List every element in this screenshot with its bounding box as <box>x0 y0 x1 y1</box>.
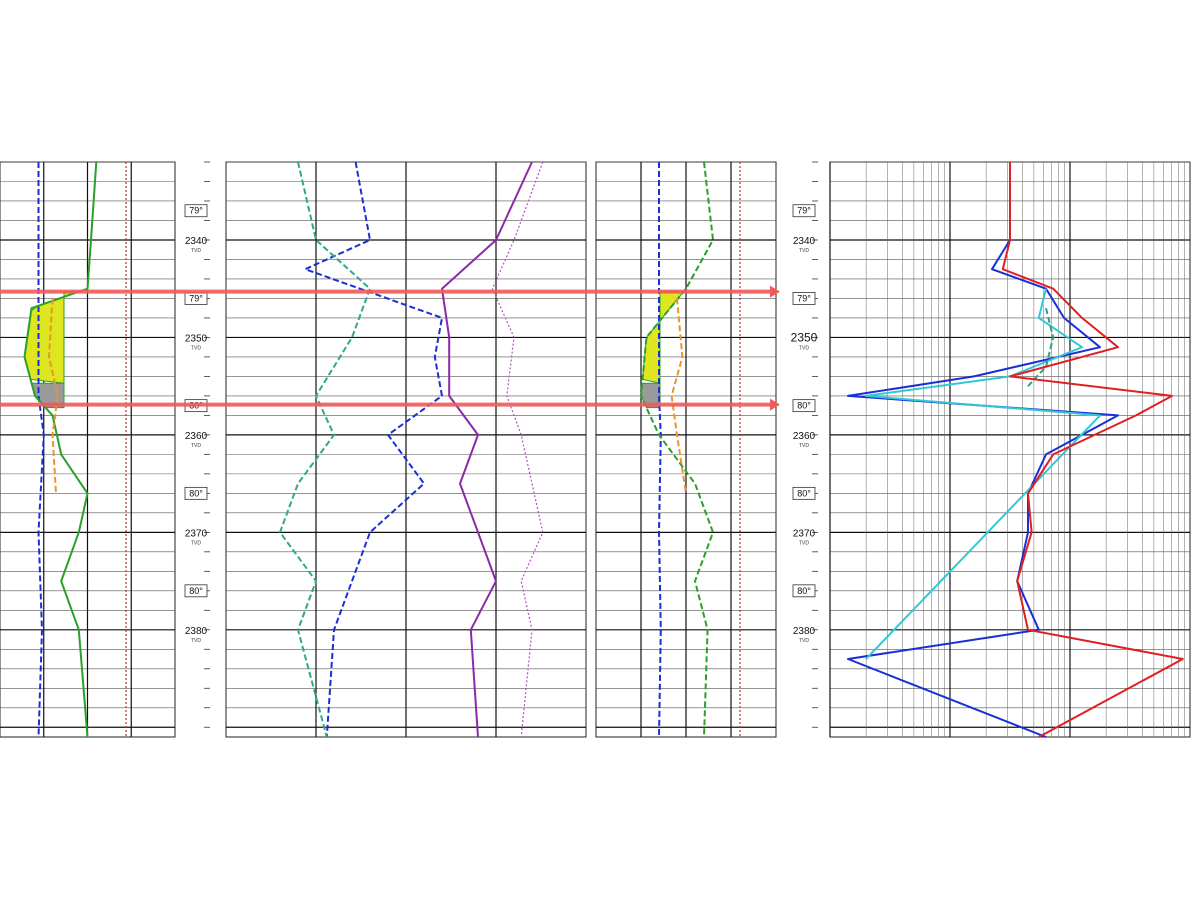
inclination-label: 80° <box>797 586 811 596</box>
track4-curve-3 <box>1027 307 1055 387</box>
track1-curve-1 <box>37 162 45 738</box>
zone-top-arrowhead <box>770 285 780 298</box>
inclination-box <box>792 399 816 413</box>
track2-curve-1 <box>304 161 443 738</box>
inclination-label: 79° <box>189 293 203 303</box>
track-frame <box>829 161 1191 738</box>
track2-curve-2 <box>279 161 371 738</box>
depth-unit-label: TVD <box>191 540 201 546</box>
inclination-label: 80° <box>797 401 811 411</box>
depth-label: 2340 <box>185 236 208 247</box>
depth-unit-label: TVD <box>799 443 809 449</box>
depth-label: 2370 <box>793 528 816 539</box>
track-grids <box>0 161 1191 738</box>
depth-unit-label: TVD <box>191 345 201 351</box>
inclination-label: 80° <box>797 488 811 498</box>
inclination-box <box>792 204 816 218</box>
depth-unit-label: TVD <box>191 248 201 254</box>
inclination-label: 80° <box>189 586 203 596</box>
inclination-label: 80° <box>189 488 203 498</box>
log-curves <box>23 161 1184 738</box>
depth-label: 2350 <box>185 333 208 344</box>
depth-unit-label: TVD <box>191 638 201 644</box>
depth-unit-label: TVD <box>799 345 809 351</box>
depth-unit-label: TVD <box>799 540 809 546</box>
zone-markers <box>0 285 780 411</box>
inclination-box <box>184 584 208 598</box>
depth-columns: 2340TVD2350TVD2360TVD2370TVD2380TVD79°79… <box>184 161 818 728</box>
depth-label: 2340 <box>793 236 816 247</box>
track3-curve-1 <box>658 162 662 738</box>
depth-label: 2370 <box>185 528 208 539</box>
track1-curve-3 <box>48 298 59 494</box>
inclination-box <box>184 204 208 218</box>
depth-label: 2360 <box>185 431 208 442</box>
depth-label: 2350 <box>791 330 818 344</box>
inclination-box <box>184 486 208 500</box>
track3-curve-2 <box>640 161 714 738</box>
inclination-box <box>792 584 816 598</box>
track1-curve-2 <box>23 161 98 738</box>
track4-curve-4 <box>1001 162 1184 738</box>
inclination-label: 79° <box>797 206 811 216</box>
depth-unit-label: TVD <box>799 248 809 254</box>
inclination-box <box>792 486 816 500</box>
inclination-box <box>792 292 816 305</box>
depth-label: 2380 <box>793 626 816 637</box>
depth-unit-label: TVD <box>191 443 201 449</box>
inclination-label: 79° <box>797 293 811 303</box>
inclination-label: 79° <box>189 206 203 216</box>
depth-label: 2360 <box>793 431 816 442</box>
track2-curve-3 <box>441 161 533 738</box>
zone-base-arrowhead <box>770 398 780 411</box>
track3-curve-3 <box>670 298 687 494</box>
depth-label: 2380 <box>185 626 208 637</box>
depth-unit-label: TVD <box>799 638 809 644</box>
